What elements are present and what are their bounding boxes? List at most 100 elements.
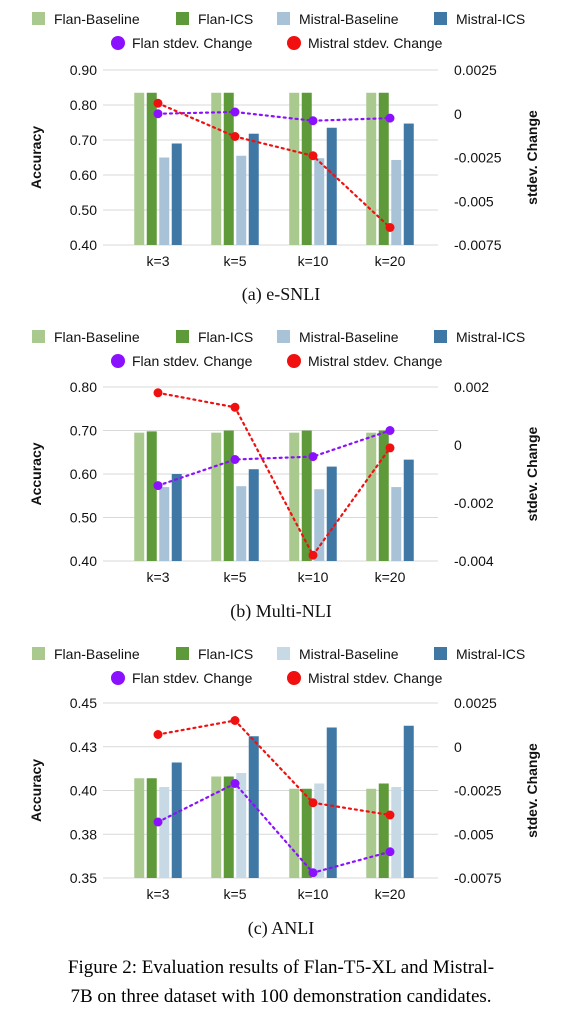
legend-swatch-flan-ics — [176, 12, 189, 25]
bar-flan-baseline-4 — [366, 92, 377, 245]
bar-mistral-baseline-1 — [159, 787, 170, 878]
bar-mistral-ics-2 — [248, 736, 259, 878]
legend-swatch-flan-ics — [176, 647, 189, 660]
y-tick-label: 0.40 — [70, 237, 97, 253]
bar-mistral-ics-4 — [403, 459, 414, 561]
legend-label-flan-baseline: Flan-Baseline — [54, 11, 140, 27]
bar-mistral-baseline-1 — [159, 157, 170, 245]
legend-marker-flan-stdev — [111, 671, 125, 685]
point-flan-stdev-3 — [308, 116, 318, 126]
y-tick-label: 0.80 — [70, 97, 97, 113]
y-axis-title: Accuracy — [28, 442, 44, 505]
subcaption: (c) ANLI — [248, 918, 314, 939]
x-tick-label: k=3 — [147, 569, 170, 585]
x-tick-label: k=5 — [224, 253, 247, 269]
bar-flan-baseline-3 — [289, 788, 300, 878]
bar-mistral-ics-2 — [248, 133, 259, 245]
y2-tick-label: -0.002 — [454, 495, 494, 511]
point-mistral-stdev-2 — [230, 402, 240, 412]
legend-label-flan-ics: Flan-ICS — [198, 646, 253, 662]
x-tick-label: k=5 — [224, 569, 247, 585]
x-tick-label: k=10 — [298, 886, 329, 902]
bar-flan-ics-3 — [301, 430, 312, 561]
bar-mistral-baseline-2 — [236, 486, 247, 561]
y2-tick-label: -0.0025 — [454, 150, 502, 166]
point-flan-stdev-2 — [230, 779, 240, 788]
legend-marker-mistral-stdev — [287, 36, 301, 50]
y-tick-label: 0.50 — [70, 510, 97, 526]
y-tick-label: 0.50 — [70, 202, 97, 218]
legend-label-flan-ics: Flan-ICS — [198, 11, 253, 27]
bar-flan-ics-4 — [378, 92, 389, 245]
bar-flan-ics-1 — [146, 431, 157, 561]
chart-panel-1: Flan-Baseline Flan-ICS Mistral-Baseline Mis… — [28, 11, 540, 305]
point-flan-stdev-2 — [230, 455, 240, 464]
chart-panel-3: Flan-Baseline Flan-ICS Mistral-Baseline Mis… — [28, 646, 540, 939]
x-tick-label: k=20 — [375, 569, 406, 585]
figure-caption-line-2: 7B on three dataset with 100 demonstrati… — [70, 986, 491, 1007]
bar-flan-baseline-4 — [366, 788, 377, 878]
bar-mistral-baseline-4 — [391, 487, 402, 561]
legend-marker-mistral-stdev — [287, 354, 301, 368]
point-mistral-stdev-3 — [308, 151, 318, 161]
y-axis-title: Accuracy — [28, 126, 44, 189]
x-tick-label: k=10 — [298, 569, 329, 585]
bar-flan-baseline-2 — [211, 776, 222, 878]
y-tick-label: 0.40 — [70, 553, 97, 569]
line-flan-stdev — [156, 429, 392, 487]
bar-flan-baseline-2 — [211, 92, 222, 245]
bar-flan-ics-3 — [301, 788, 312, 878]
legend-swatch-mistral-baseline — [277, 647, 290, 660]
legend-label-flan-ics: Flan-ICS — [198, 329, 253, 345]
point-mistral-stdev-3 — [308, 798, 318, 808]
legend-marker-flan-stdev — [111, 36, 125, 50]
subcaption: (b) Multi-NLI — [230, 601, 331, 622]
bar-flan-baseline-2 — [211, 432, 222, 561]
point-flan-stdev-1 — [153, 109, 163, 119]
legend-label-mistral-ics: Mistral-ICS — [456, 11, 525, 27]
chart-panel-2: Flan-Baseline Flan-ICS Mistral-Baseline Mis… — [28, 329, 540, 622]
y2-axis-title: stdev. Change — [524, 426, 540, 521]
bar-flan-baseline-1 — [134, 432, 145, 561]
y2-tick-label: -0.0075 — [454, 237, 502, 253]
point-flan-stdev-1 — [153, 481, 163, 491]
line-flan-stdev — [156, 782, 392, 874]
point-mistral-stdev-2 — [230, 716, 240, 725]
y2-tick-label: -0.005 — [454, 826, 494, 842]
y2-tick-label: 0 — [454, 437, 462, 453]
bar-mistral-ics-1 — [171, 762, 182, 878]
subcaption: (a) e-SNLI — [242, 284, 320, 305]
bar-flan-baseline-1 — [134, 92, 145, 245]
y-tick-label: 0.60 — [70, 466, 97, 482]
legend-label-mistral-ics: Mistral-ICS — [456, 646, 525, 662]
bar-mistral-ics-4 — [403, 123, 414, 245]
legend-swatch-mistral-ics — [434, 647, 447, 660]
bar-mistral-baseline-4 — [391, 787, 402, 878]
line-mistral-stdev — [156, 102, 392, 229]
bar-flan-baseline-1 — [134, 778, 145, 878]
bar-flan-ics-2 — [223, 92, 234, 245]
legend-swatch-mistral-ics — [434, 12, 447, 25]
bar-flan-baseline-3 — [289, 92, 300, 245]
legend-swatch-mistral-baseline — [277, 12, 290, 25]
bar-flan-ics-1 — [146, 92, 157, 245]
point-mistral-stdev-1 — [153, 98, 163, 108]
point-mistral-stdev-2 — [230, 132, 240, 141]
bar-mistral-baseline-3 — [314, 158, 325, 245]
line-mistral-stdev — [156, 391, 392, 558]
point-mistral-stdev-4 — [385, 810, 395, 820]
legend-swatch-mistral-baseline — [277, 330, 290, 343]
line-flan-stdev — [156, 110, 392, 122]
bar-flan-ics-4 — [378, 783, 389, 878]
legend-label-flan-baseline: Flan-Baseline — [54, 646, 140, 662]
y-tick-label: 0.80 — [70, 379, 97, 395]
bar-mistral-ics-3 — [326, 466, 337, 561]
legend-label-mistral-baseline: Mistral-Baseline — [299, 11, 399, 27]
y2-tick-label: -0.004 — [454, 553, 494, 569]
bar-mistral-ics-3 — [326, 127, 337, 245]
line-mistral-stdev — [156, 719, 392, 817]
y-tick-label: 0.45 — [70, 695, 97, 711]
bar-flan-ics-3 — [301, 92, 312, 245]
bar-mistral-baseline-3 — [314, 489, 325, 561]
y-tick-label: 0.70 — [70, 423, 97, 439]
